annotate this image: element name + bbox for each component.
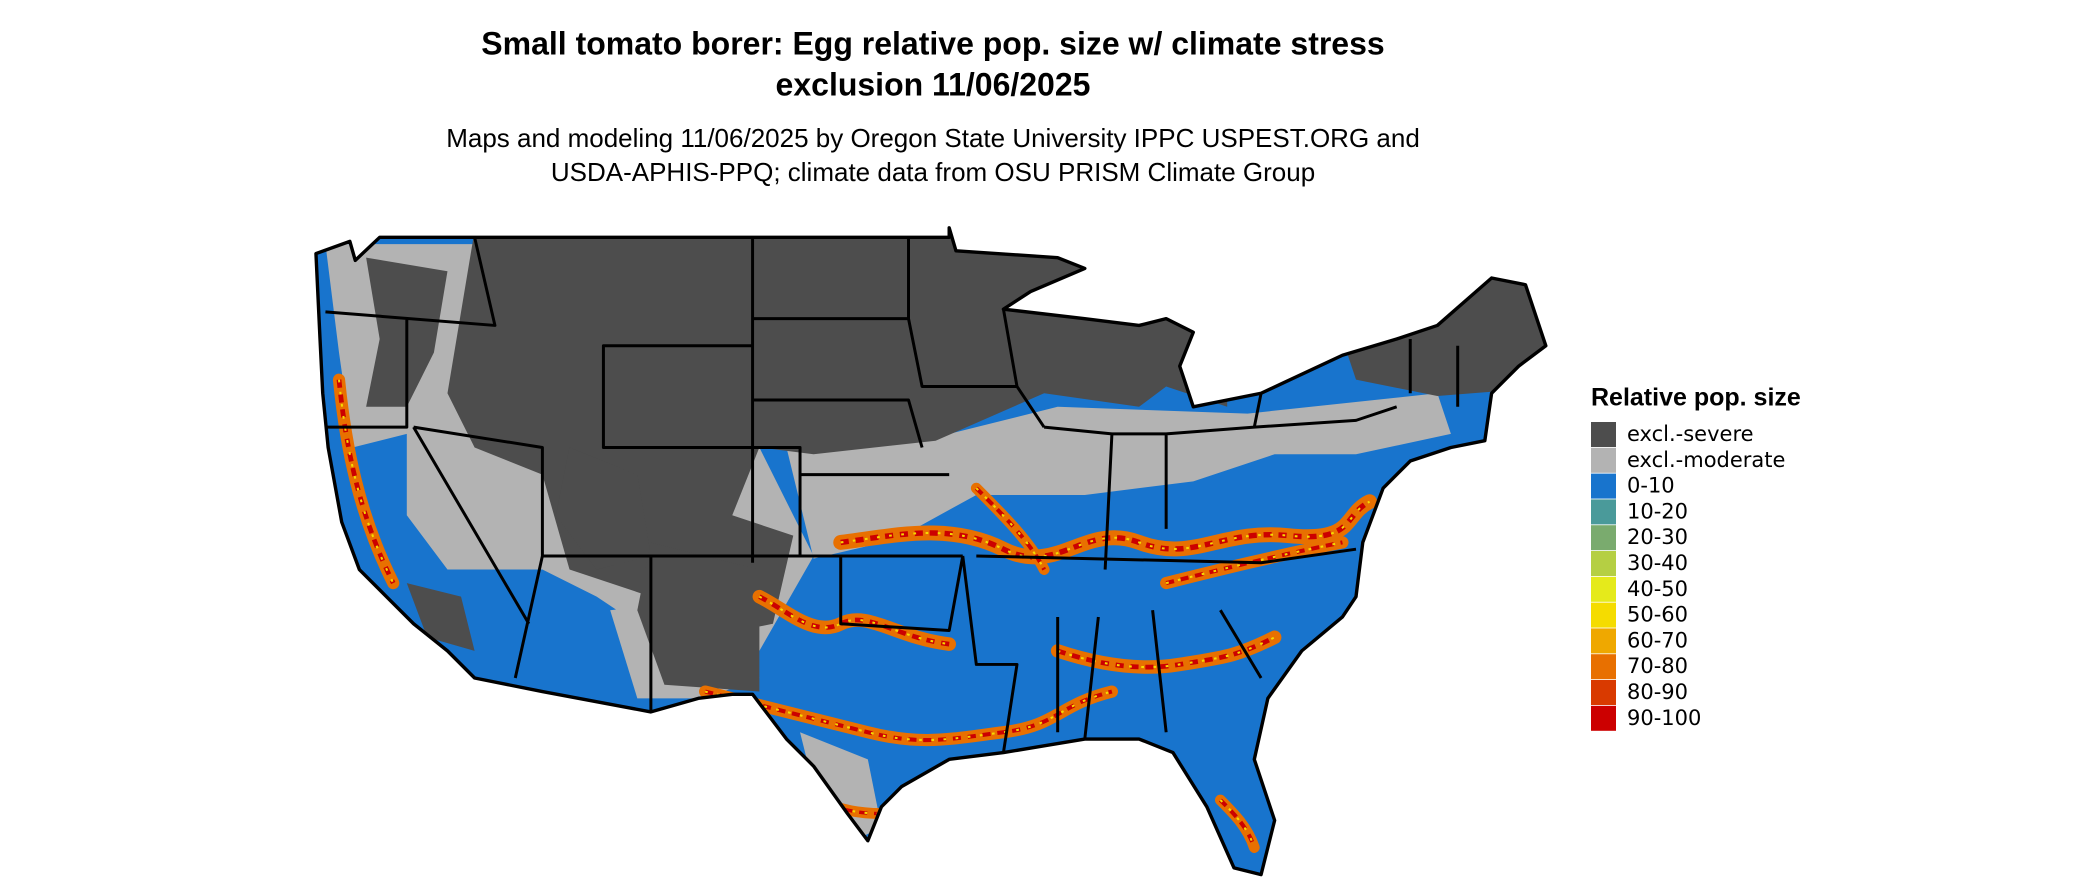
legend-label: 70-80	[1627, 654, 1688, 678]
legend-swatch	[1591, 499, 1616, 525]
hotspot	[974, 486, 1046, 571]
legend-swatch	[1591, 551, 1616, 576]
legend-label: 30-40	[1627, 551, 1688, 575]
hotspot	[840, 500, 1371, 558]
hotspot	[1218, 798, 1257, 849]
legend: excl.-severeexcl.-moderate0-1010-2020-30…	[1591, 422, 1785, 731]
legend-label: 0-10	[1627, 474, 1675, 498]
legend-swatch	[1591, 447, 1616, 473]
legend-swatch	[1591, 473, 1616, 499]
region	[637, 542, 760, 692]
region	[786, 393, 1451, 559]
map-fill	[315, 227, 1546, 875]
region	[1342, 250, 1546, 396]
region	[406, 583, 475, 651]
legend-label: 90-100	[1627, 706, 1701, 730]
legend-label: 10-20	[1627, 499, 1688, 523]
legend-swatch	[1591, 422, 1616, 447]
legend-label: 80-90	[1627, 680, 1688, 704]
legend-label: 40-50	[1627, 577, 1688, 601]
country-outline	[314, 226, 1548, 877]
legend-swatch	[1591, 576, 1616, 602]
legend-label: excl.-moderate	[1627, 448, 1785, 472]
title-line: exclusion 11/06/2025	[776, 66, 1091, 102]
legend-label: 60-70	[1627, 628, 1688, 652]
state-borders	[325, 236, 1460, 753]
us-map	[314, 226, 1548, 877]
legend-title: Relative pop. size	[1591, 384, 1801, 412]
legend-swatch	[1591, 654, 1616, 680]
legend-label: 20-30	[1627, 525, 1688, 549]
legend-swatch	[1591, 705, 1616, 731]
subtitle-line: USDA-APHIS-PPQ; climate data from OSU PR…	[551, 157, 1315, 187]
legend-label: excl.-severe	[1627, 422, 1754, 446]
legend-swatch	[1591, 628, 1616, 654]
legend-swatch	[1591, 602, 1616, 628]
subtitle-line: Maps and modeling 11/06/2025 by Oregon S…	[446, 123, 1420, 153]
legend-swatch	[1591, 680, 1616, 705]
legend-label: 50-60	[1627, 603, 1688, 627]
hotspot	[337, 379, 395, 584]
legend-swatch	[1591, 525, 1616, 551]
region	[555, 447, 651, 570]
title-line: Small tomato borer: Egg relative pop. si…	[481, 25, 1384, 61]
hotspot	[1165, 540, 1343, 586]
